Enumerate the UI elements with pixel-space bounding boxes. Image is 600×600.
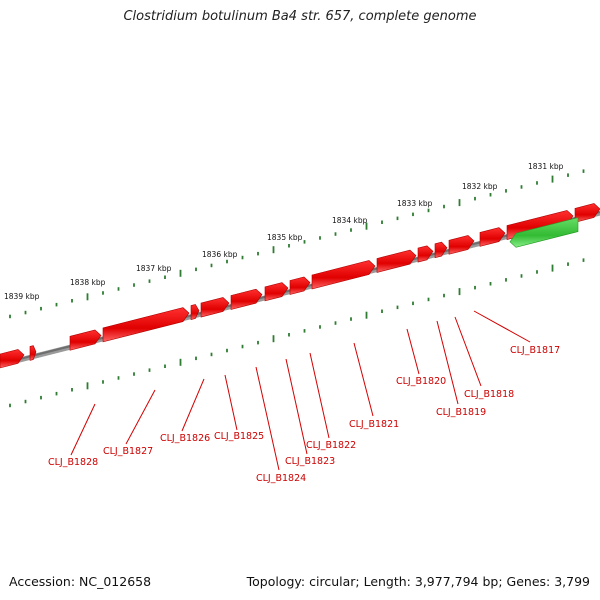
outer-tick-ring (9, 169, 585, 319)
gene-labels: CLJ_B1817 CLJ_B1818 CLJ_B1819 CLJ_B1820 CLJ_… (48, 345, 560, 484)
gene-label-lines (70, 310, 531, 471)
kbp-label: 1834 kbp (332, 216, 368, 225)
inner-tick-ring (9, 258, 585, 408)
gene-label-line (309, 352, 330, 439)
gene-label: CLJ_B1819 (436, 407, 486, 418)
forward-gene-arrow (102, 307, 190, 343)
gene-label-line (353, 342, 374, 417)
forward-gene-arrow (574, 203, 600, 223)
kbp-label: 1839 kbp (4, 292, 40, 301)
forward-gene-arrow (200, 297, 230, 318)
gene-label-line (224, 374, 238, 431)
gene-label: CLJ_B1822 (306, 440, 356, 451)
gene-label: CLJ_B1827 (103, 446, 153, 457)
gene-label: CLJ_B1824 (256, 473, 306, 484)
gene-label: CLJ_B1823 (285, 456, 335, 467)
gene-label-line (285, 358, 308, 455)
genome-summary-text: Topology: circular; Length: 3,977,794 bp… (246, 574, 590, 589)
gene-label-line (436, 320, 459, 405)
forward-gene-arrow (311, 260, 376, 290)
gene-label: CLJ_B1826 (160, 433, 210, 444)
forward-gene-arrow (264, 282, 289, 302)
gene-label: CLJ_B1825 (214, 431, 264, 442)
forward-gene-arrow (69, 329, 102, 351)
forward-gene-arrow (479, 227, 506, 247)
forward-gene-arrow (0, 349, 25, 369)
gene-label-line (125, 389, 156, 445)
kbp-label: 1836 kbp (202, 250, 238, 259)
forward-gene-arrow (448, 235, 475, 255)
forward-gene-arrow (376, 249, 417, 273)
gene-label: CLJ_B1818 (464, 389, 514, 400)
forward-gene-arrow (289, 276, 311, 295)
forward-gene-arrow (29, 345, 37, 361)
kbp-label: 1832 kbp (462, 182, 498, 191)
map-title: Clostridium botulinum Ba4 str. 657, comp… (123, 9, 477, 24)
gene-label-line (255, 366, 280, 471)
forward-gene-arrow (230, 288, 263, 310)
kbp-label: 1838 kbp (70, 278, 106, 287)
kbp-label: 1831 kbp (528, 162, 564, 171)
gene-label: CLJ_B1828 (48, 457, 98, 468)
gene-label-line (454, 316, 482, 387)
forward-gene-arrow (434, 241, 448, 259)
forward-gene-arrow (417, 245, 434, 263)
gene-label: CLJ_B1817 (510, 345, 560, 356)
gene-track (0, 203, 600, 369)
kbp-label: 1835 kbp (267, 233, 303, 242)
gene-label-line (181, 378, 205, 432)
gene-label: CLJ_B1821 (349, 419, 399, 430)
forward-gene-arrow (190, 304, 200, 320)
kbp-label: 1837 kbp (136, 264, 172, 273)
kbp-label: 1833 kbp (397, 199, 433, 208)
gene-label: CLJ_B1820 (396, 376, 446, 387)
reverse-gene-arrow (509, 217, 579, 248)
kbp-labels: 1831 kbp 1832 kbp 1833 kbp 1834 kbp 1835 kbp… (4, 162, 564, 301)
gene-label-line (406, 328, 420, 375)
gene-label-line (70, 403, 96, 456)
gene-label-line (473, 310, 531, 343)
accession-text: Accession: NC_012658 (9, 574, 152, 589)
